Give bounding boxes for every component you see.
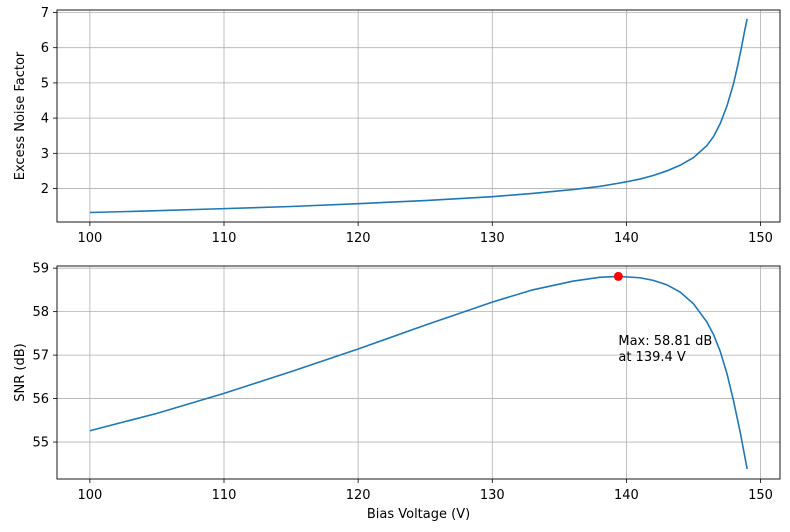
top-x-tick-label: 130 — [480, 231, 505, 246]
bottom-ticks: 100 110 120 130 140 150 55 56 57 58 59 — [32, 262, 773, 503]
snr-max-annotation-line2: at 139.4 V — [618, 350, 686, 365]
top-axes-frame — [56, 9, 781, 223]
snr-max-annotation-line1: Max: 58.81 dB — [618, 334, 712, 349]
excess-noise-factor-line — [89, 18, 748, 214]
bot-y-tick-label: 59 — [32, 262, 49, 277]
top-panel-excess-noise-factor: 100 110 120 130 140 150 2 3 4 5 6 7 Excess Noise Fa… — [13, 6, 781, 246]
top-y-tick-label: 2 — [41, 182, 49, 197]
bottom-axes-frame — [56, 265, 781, 480]
top-y-tick-label: 5 — [41, 76, 49, 91]
bot-x-tick-label: 140 — [614, 488, 639, 503]
bottom-panel-snr: Max: 58.81 dB at 139.4 V 100 110 120 130 140… — [13, 262, 781, 522]
bot-y-tick-label: 56 — [32, 392, 49, 407]
top-x-tick-label: 110 — [212, 231, 237, 246]
top-y-tick-label: 4 — [41, 112, 49, 127]
top-x-tick-label: 140 — [614, 231, 639, 246]
snr-line — [89, 275, 748, 470]
bot-x-tick-label: 120 — [346, 488, 371, 503]
bot-y-tick-label: 58 — [32, 305, 49, 320]
top-y-tick-label: 7 — [41, 6, 49, 21]
bot-x-tick-label: 130 — [480, 488, 505, 503]
bottom-y-axis-label: SNR (dB) — [13, 343, 28, 401]
bot-y-tick-label: 55 — [32, 436, 49, 451]
top-ticks: 100 110 120 130 140 150 2 3 4 5 6 7 — [41, 6, 773, 246]
top-x-tick-label: 120 — [346, 231, 371, 246]
bot-y-tick-label: 57 — [32, 349, 49, 364]
bot-x-tick-label: 100 — [77, 488, 102, 503]
top-y-axis-label: Excess Noise Factor — [13, 51, 28, 180]
top-y-tick-label: 6 — [41, 41, 49, 56]
top-x-tick-label: 150 — [748, 231, 773, 246]
snr-max-point — [613, 271, 623, 281]
top-y-tick-label: 3 — [41, 147, 49, 162]
bottom-grid — [57, 266, 780, 479]
bottom-x-axis-label: Bias Voltage (V) — [367, 507, 470, 522]
top-x-tick-label: 100 — [77, 231, 102, 246]
bot-x-tick-label: 150 — [748, 488, 773, 503]
top-grid — [57, 10, 780, 222]
bot-x-tick-label: 110 — [212, 488, 237, 503]
